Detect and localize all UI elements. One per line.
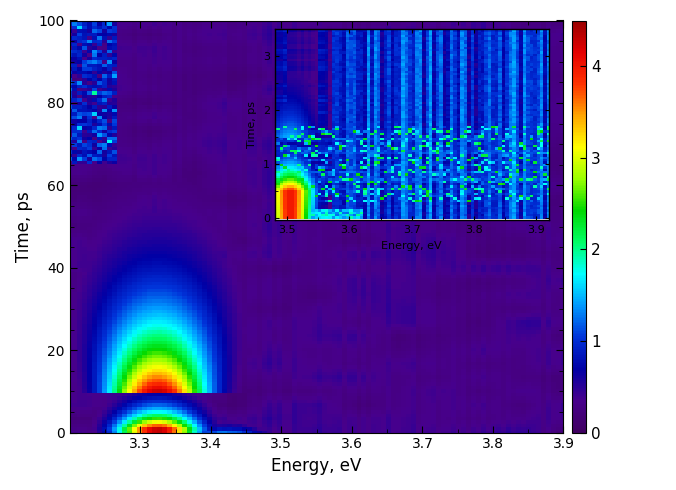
Y-axis label: Time, ps: Time, ps [15, 191, 33, 262]
X-axis label: Energy, eV: Energy, eV [272, 457, 362, 475]
